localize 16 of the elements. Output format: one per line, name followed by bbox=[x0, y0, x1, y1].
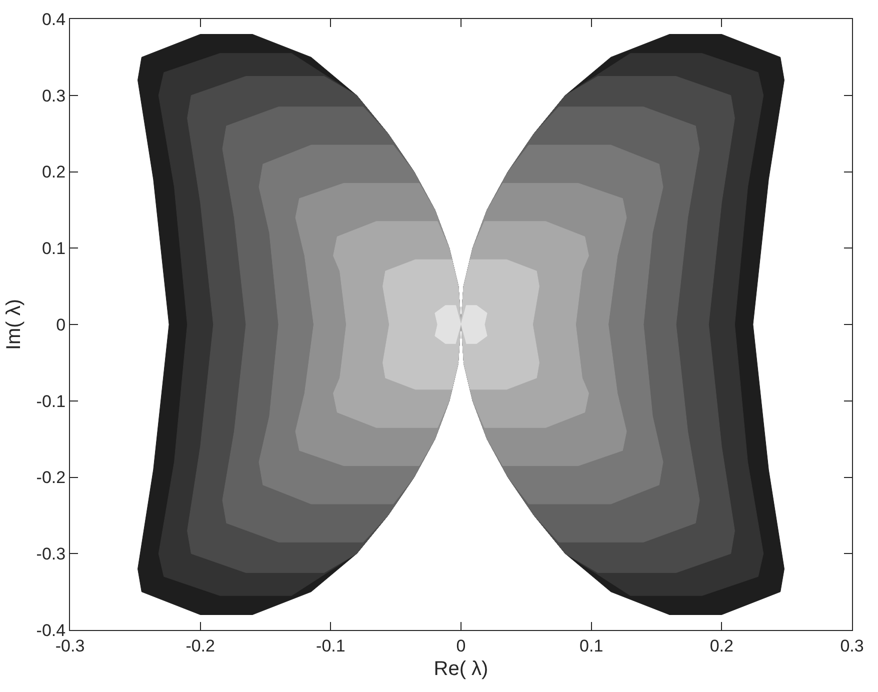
y-tick-label: 0.2 bbox=[42, 162, 66, 182]
x-tick-label: 0 bbox=[456, 636, 466, 656]
x-axis-title: Re( λ) bbox=[434, 658, 488, 680]
y-tick-label: -0.1 bbox=[36, 392, 66, 411]
y-tick-label: 0 bbox=[56, 315, 66, 334]
x-tick-label: -0.1 bbox=[316, 636, 346, 656]
x-tick-label: 0.1 bbox=[580, 636, 604, 656]
y-axis-title: Im( λ) bbox=[2, 298, 25, 350]
x-tick-label: 0.2 bbox=[710, 636, 734, 656]
y-tick-label: -0.3 bbox=[36, 544, 66, 564]
y-tick-label: 0.3 bbox=[42, 86, 66, 106]
x-tick-label: 0.3 bbox=[840, 636, 864, 656]
y-tick-label: 0.1 bbox=[42, 239, 66, 258]
y-tick-label: 0.4 bbox=[42, 10, 66, 29]
x-tick-label: -0.2 bbox=[186, 636, 215, 656]
y-tick-label: -0.2 bbox=[36, 468, 66, 488]
